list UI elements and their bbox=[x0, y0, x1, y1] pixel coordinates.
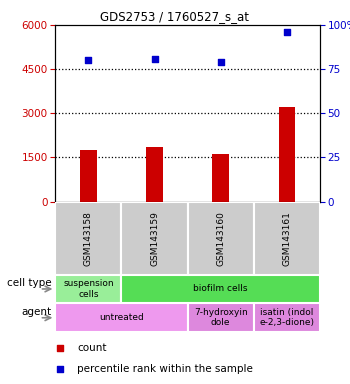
Bar bbox=[188, 202, 254, 275]
Bar bbox=[146, 147, 163, 202]
Bar bbox=[212, 154, 229, 202]
Point bbox=[57, 366, 63, 372]
Text: untreated: untreated bbox=[99, 313, 144, 322]
Bar bbox=[121, 275, 320, 303]
Text: cell type: cell type bbox=[7, 278, 52, 288]
Text: GDS2753 / 1760527_s_at: GDS2753 / 1760527_s_at bbox=[100, 10, 250, 23]
Point bbox=[57, 345, 63, 351]
Bar bbox=[55, 303, 188, 332]
Bar bbox=[188, 303, 254, 332]
Bar bbox=[80, 150, 97, 202]
Text: GSM143158: GSM143158 bbox=[84, 211, 93, 265]
Text: isatin (indol
e-2,3-dione): isatin (indol e-2,3-dione) bbox=[259, 308, 314, 328]
Point bbox=[284, 29, 290, 35]
Bar bbox=[254, 202, 320, 275]
Text: GSM143159: GSM143159 bbox=[150, 211, 159, 265]
Bar bbox=[279, 108, 295, 202]
Text: percentile rank within the sample: percentile rank within the sample bbox=[77, 364, 253, 374]
Text: agent: agent bbox=[22, 307, 52, 317]
Text: count: count bbox=[77, 343, 107, 353]
Bar bbox=[254, 303, 320, 332]
Point bbox=[218, 59, 224, 65]
Point bbox=[152, 55, 158, 61]
Text: GSM143160: GSM143160 bbox=[216, 211, 225, 265]
Point bbox=[85, 57, 91, 63]
Text: 7-hydroxyin
dole: 7-hydroxyin dole bbox=[194, 308, 247, 328]
Text: GSM143161: GSM143161 bbox=[282, 211, 291, 265]
Text: biofilm cells: biofilm cells bbox=[194, 285, 248, 293]
Bar bbox=[55, 202, 121, 275]
Text: suspension
cells: suspension cells bbox=[63, 279, 114, 299]
Bar bbox=[55, 275, 121, 303]
Bar bbox=[121, 202, 188, 275]
